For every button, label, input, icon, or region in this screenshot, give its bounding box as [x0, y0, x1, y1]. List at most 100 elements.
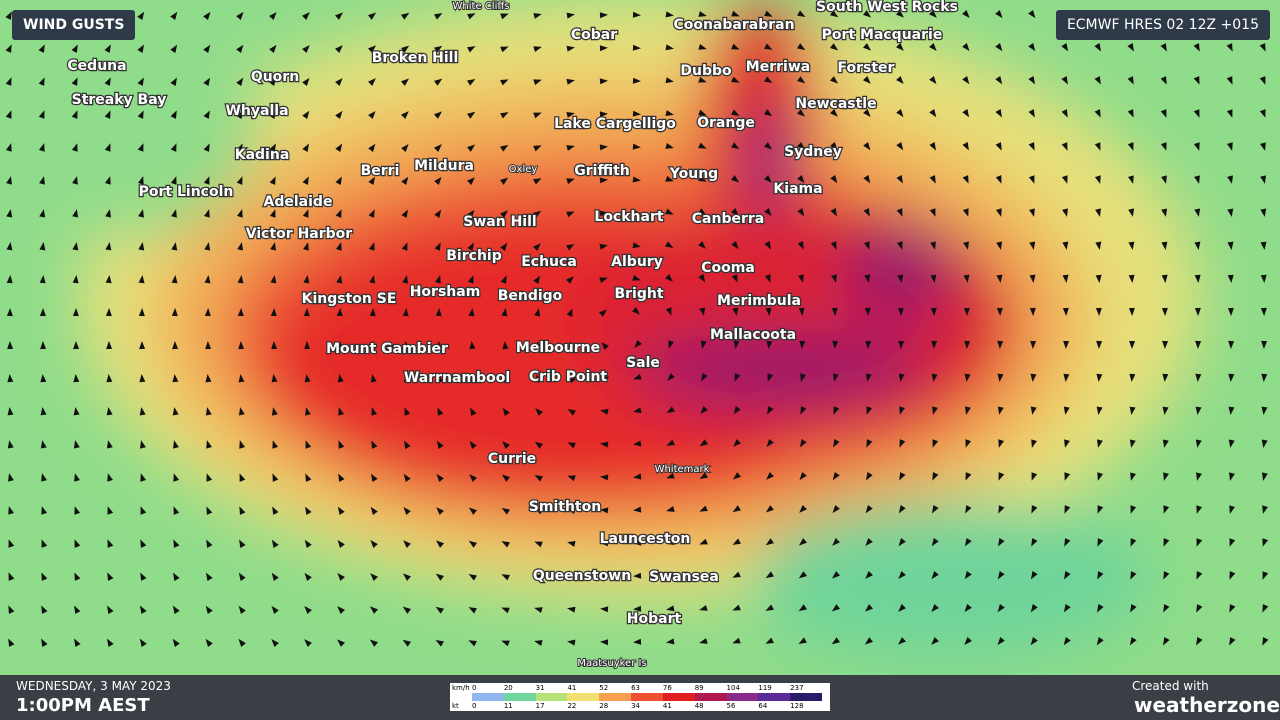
wind-arrow [1195, 439, 1202, 448]
wind-arrow [1094, 76, 1101, 85]
wind-arrow [964, 340, 971, 349]
wind-arrow [1129, 340, 1136, 349]
wind-arrow [832, 505, 840, 514]
wind-arrow [698, 274, 706, 283]
wind-arrow [1163, 571, 1170, 580]
wind-arrow [798, 604, 807, 612]
wind-arrow [271, 639, 279, 647]
wind-arrow [468, 308, 475, 317]
wind-arrow [104, 44, 111, 53]
wind-arrow [105, 209, 112, 218]
wind-arrow [732, 604, 741, 611]
wind-arrow [600, 376, 609, 383]
legend-value: 52 [599, 684, 609, 692]
wind-arrow [1029, 274, 1036, 283]
wind-arrow [1260, 274, 1267, 283]
wind-arrow [41, 539, 48, 548]
wind-arrow [105, 242, 112, 251]
wind-arrow [1227, 274, 1234, 283]
wind-arrow [71, 44, 78, 53]
wind-arrow [929, 208, 936, 217]
wind-arrow [137, 110, 144, 119]
wind-arrow [1228, 373, 1235, 382]
wind-arrow [864, 307, 871, 316]
wind-arrow [567, 573, 576, 580]
wind-arrow [335, 45, 343, 53]
wind-arrow [1227, 307, 1234, 316]
wind-arrow [500, 112, 509, 119]
legend-value: 119 [758, 684, 772, 692]
wind-arrow [41, 638, 48, 647]
wind-arrow [535, 341, 542, 350]
wind-arrow [830, 142, 838, 151]
wind-arrow [567, 508, 576, 514]
wind-arrow [72, 209, 79, 218]
wind-arrow [403, 374, 410, 383]
wind-arrow [1229, 604, 1236, 613]
wind-arrow [699, 604, 708, 611]
wind-arrow [666, 605, 675, 612]
wind-arrow [731, 175, 740, 183]
wind-arrow [302, 12, 310, 20]
wind-arrow [1130, 505, 1137, 514]
wind-arrow [305, 473, 312, 482]
wind-arrow [995, 142, 1002, 151]
wind-arrow [1128, 274, 1135, 283]
wind-arrow [995, 10, 1003, 19]
wind-arrow [73, 341, 80, 350]
wind-arrow [698, 142, 707, 149]
wind-arrow [434, 78, 443, 86]
wind-arrow [995, 175, 1002, 184]
wind-arrow [731, 142, 740, 150]
wind-arrow [599, 177, 608, 184]
wind-arrow [500, 177, 509, 185]
wind-arrow [40, 341, 47, 350]
wind-arrow [1262, 604, 1269, 613]
wind-arrow [996, 307, 1003, 316]
legend-value: 48 [694, 702, 704, 710]
wind-arrow [335, 242, 342, 251]
place-label: Echuca [521, 254, 577, 270]
wind-arrow [304, 374, 311, 383]
wind-arrow [1063, 604, 1071, 613]
wind-arrow [830, 175, 838, 184]
wind-arrow [1029, 208, 1035, 217]
wind-arrow [898, 571, 906, 580]
wind-arrow [401, 45, 410, 53]
wind-arrow [1163, 637, 1170, 646]
wind-arrow [304, 639, 312, 647]
wind-arrow [766, 472, 774, 480]
wind-arrow [963, 274, 970, 283]
wind-arrow [865, 505, 873, 514]
place-label: Queenstown [533, 568, 631, 584]
place-label: Port Macquarie [822, 27, 943, 43]
wind-arrow [932, 406, 938, 415]
wind-arrow [170, 110, 177, 119]
wind-arrow [369, 308, 376, 317]
wind-arrow [699, 307, 706, 316]
place-label: Bendigo [498, 288, 563, 304]
wind-arrow [666, 638, 675, 645]
wind-arrow [269, 176, 276, 185]
wind-arrow [633, 638, 642, 645]
wind-arrow [401, 78, 410, 86]
wind-arrow [732, 307, 739, 316]
wind-arrow [668, 340, 675, 349]
place-label: Horsham [410, 284, 481, 300]
wind-arrow [534, 441, 543, 449]
wind-arrow [1194, 241, 1201, 250]
wind-arrow [599, 243, 608, 250]
wind-arrow [8, 605, 15, 614]
wind-arrow [1194, 274, 1201, 283]
wind-arrow [236, 44, 244, 53]
wind-arrow [107, 506, 114, 515]
wind-arrow [370, 374, 377, 383]
wind-arrow [39, 275, 46, 284]
wind-arrow [898, 538, 906, 547]
wind-arrow [140, 506, 147, 515]
wind-arrow [72, 308, 79, 317]
wind-arrow [567, 540, 576, 547]
place-label: Kingston SE [302, 291, 397, 307]
wind-arrow [798, 538, 807, 546]
place-label: Mount Gambier [326, 341, 448, 357]
